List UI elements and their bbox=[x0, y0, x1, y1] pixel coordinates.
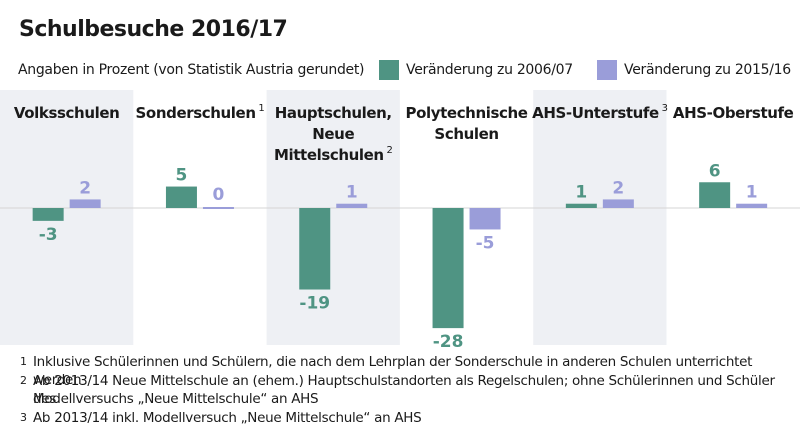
column-panel-2 bbox=[266, 90, 400, 345]
value-label-s1-5: 6 bbox=[709, 161, 721, 181]
chart-title: Schulbesuche 2016/17 bbox=[13, 13, 294, 47]
bar-s2-0 bbox=[69, 199, 101, 208]
footnote-text-2-0: Ab 2013/14 Neue Mittelschule an (ehem.) … bbox=[33, 372, 775, 407]
bar-s2-2 bbox=[336, 203, 368, 208]
footnote-text-2-1: Modellversuchs „Neue Mittelschule“ an AH… bbox=[33, 391, 319, 407]
value-label-s2-4: 2 bbox=[612, 178, 624, 198]
footnote-number-2: 2 bbox=[20, 373, 27, 387]
footnote-text-1-0: Inklusive Schülerinnen und Schülern, die… bbox=[33, 354, 753, 388]
bar-s2-1 bbox=[202, 207, 234, 209]
category-label-0: Volksschulen bbox=[14, 104, 120, 122]
value-label-s1-4: 1 bbox=[575, 183, 587, 203]
category-label-4: AHS-Unterstufe 3 bbox=[532, 103, 667, 122]
value-label-s1-1: 5 bbox=[176, 166, 188, 186]
legend-label-series-2: Veränderung zu 2015/16 bbox=[624, 62, 791, 78]
bar-s1-1 bbox=[165, 186, 197, 208]
value-label-s2-3: -5 bbox=[476, 233, 495, 253]
category-label-1: Sonderschulen 1 bbox=[136, 103, 265, 122]
footnote-number-1: 1 bbox=[20, 355, 27, 368]
legend-swatch-series-1 bbox=[379, 60, 399, 80]
column-panel-4 bbox=[533, 90, 667, 345]
legend-label-series-1: Veränderung zu 2006/07 bbox=[406, 62, 573, 78]
bar-s1-4 bbox=[565, 203, 597, 208]
value-label-s2-1: 0 bbox=[213, 185, 225, 205]
bar-s1-0 bbox=[32, 208, 64, 221]
category-label-5: AHS-Oberstufe bbox=[673, 104, 794, 122]
column-panel-0 bbox=[0, 90, 134, 345]
bar-s1-2 bbox=[299, 208, 331, 290]
value-label-s2-0: 2 bbox=[79, 178, 91, 198]
value-label-s2-5: 1 bbox=[746, 183, 758, 203]
value-label-s1-0: -3 bbox=[39, 225, 58, 245]
category-label-2: Hauptschulen, Neue Mittelschulen 2 bbox=[274, 104, 392, 164]
legend-swatch-series-2 bbox=[597, 60, 617, 80]
bar-s1-3 bbox=[432, 208, 464, 329]
bar-s1-5 bbox=[699, 182, 731, 208]
category-label-3: Polytechnische Schulen bbox=[406, 104, 528, 143]
value-label-s1-3: -28 bbox=[433, 332, 464, 352]
value-label-s1-2: -19 bbox=[299, 294, 330, 314]
footnote-number-3: 3 bbox=[20, 410, 27, 424]
bar-s2-4 bbox=[602, 199, 634, 208]
bar-s2-5 bbox=[736, 203, 768, 208]
value-label-s2-2: 1 bbox=[346, 183, 358, 203]
bar-s2-3 bbox=[469, 208, 501, 230]
footnote-text-3-0: Ab 2013/14 inkl. Modellversuch „Neue Mit… bbox=[33, 409, 422, 426]
chart-subtitle: Angaben in Prozent (von Statistik Austri… bbox=[18, 62, 365, 78]
